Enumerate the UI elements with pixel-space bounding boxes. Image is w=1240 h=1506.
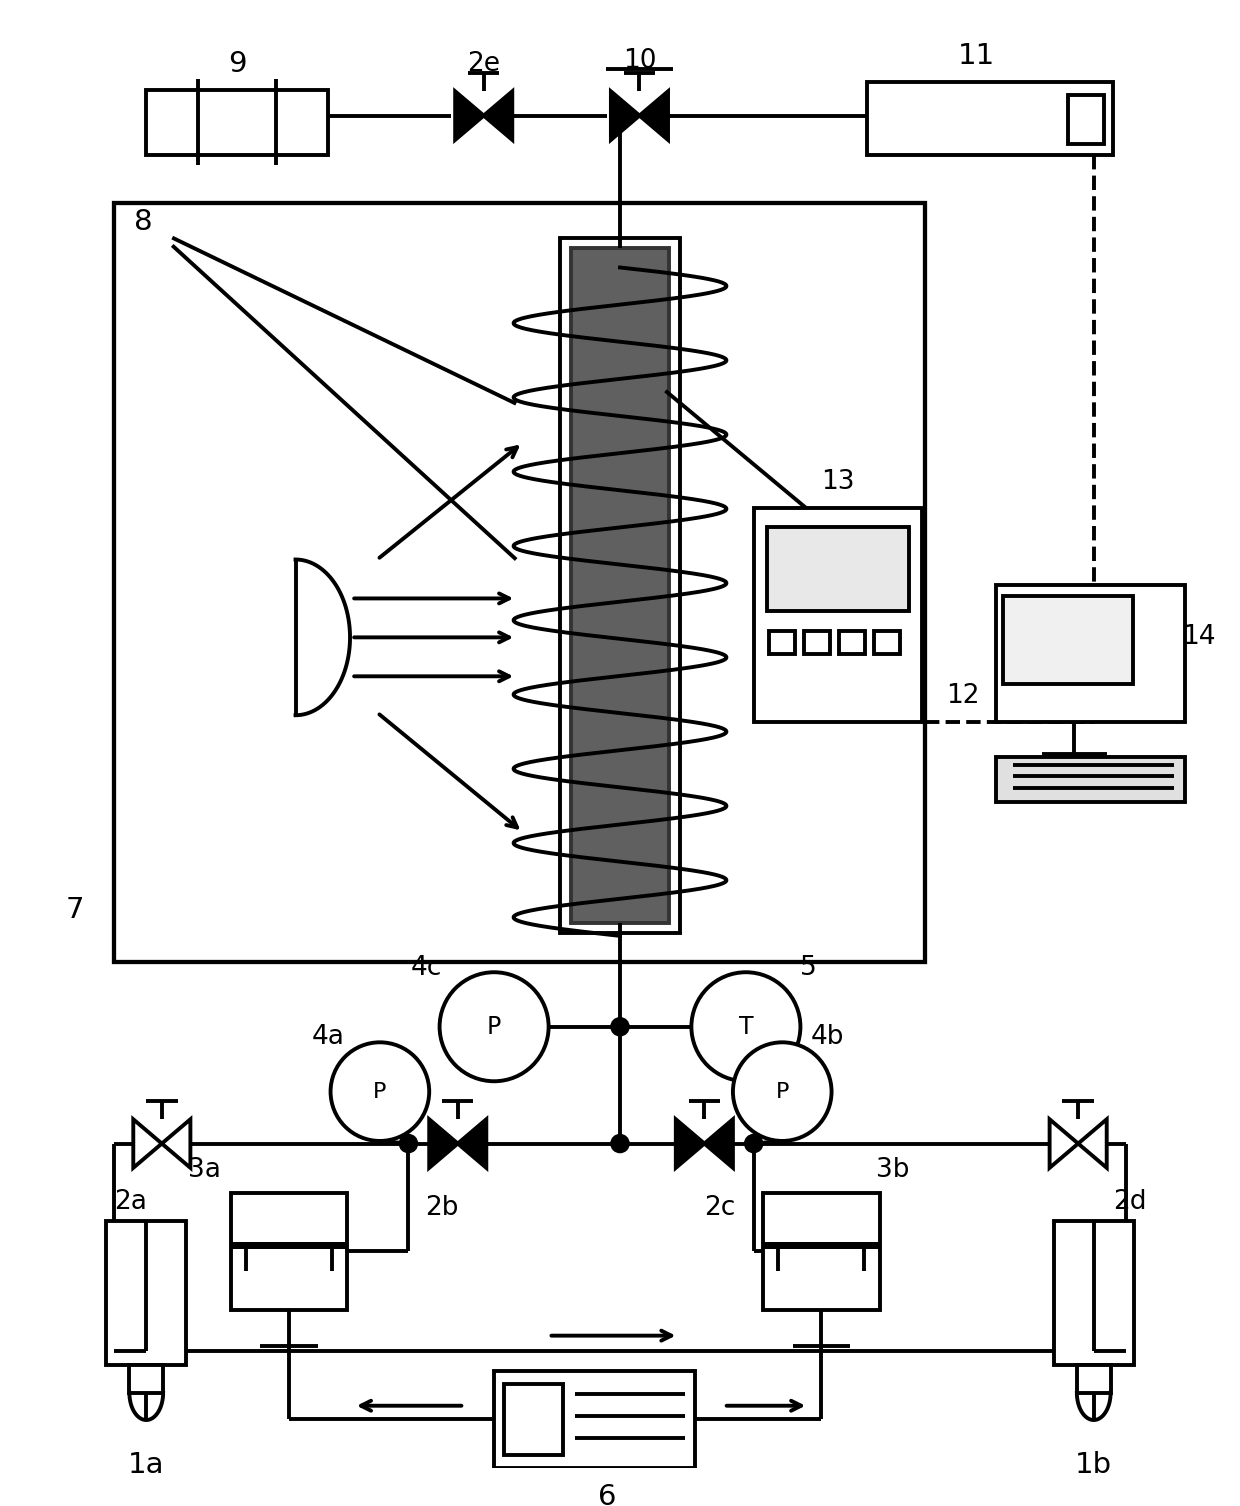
Text: 3a: 3a [188,1157,221,1182]
Text: 9: 9 [228,50,247,78]
Polygon shape [704,1119,733,1167]
Text: 4c: 4c [410,955,443,982]
Text: 14: 14 [1182,625,1215,651]
Bar [867,81,1114,155]
Polygon shape [455,92,484,140]
Circle shape [613,1020,627,1035]
Polygon shape [1049,1119,1078,1167]
Bar [146,90,327,155]
Circle shape [613,1136,627,1152]
Text: 11: 11 [959,42,996,69]
Polygon shape [162,1119,191,1167]
Polygon shape [676,1119,704,1167]
Text: 1a: 1a [128,1452,165,1479]
Bar [839,631,866,654]
Text: 8: 8 [134,208,153,236]
Bar [1076,1366,1111,1393]
Text: 5: 5 [800,955,817,982]
Text: 1b: 1b [1075,1452,1112,1479]
Circle shape [401,1136,417,1152]
Circle shape [331,1042,429,1142]
Bar [107,1221,186,1366]
Polygon shape [1078,1119,1107,1167]
Bar [997,758,1184,803]
Bar [1003,596,1132,684]
Bar [763,1193,879,1310]
Text: 4b: 4b [811,1024,844,1050]
Text: 2b: 2b [425,1196,459,1221]
Polygon shape [458,1119,486,1167]
Text: 2e: 2e [467,51,500,77]
Text: 3b: 3b [875,1157,909,1182]
Bar [129,1366,164,1393]
Polygon shape [429,1119,458,1167]
Circle shape [692,973,800,1081]
Text: 13: 13 [821,468,854,494]
Circle shape [746,1136,761,1152]
Bar [754,508,923,721]
Bar [769,631,795,654]
Bar [997,586,1184,721]
Text: P: P [373,1081,387,1101]
Text: P: P [487,1015,501,1039]
Polygon shape [133,1119,162,1167]
Text: 2c: 2c [704,1196,735,1221]
Polygon shape [484,92,512,140]
Text: P: P [775,1081,789,1101]
Polygon shape [611,92,640,140]
Bar [570,248,670,923]
Bar [805,631,831,654]
Text: 4a: 4a [311,1024,345,1050]
Circle shape [733,1042,832,1142]
Bar [560,238,680,934]
Bar [1068,95,1104,145]
Bar [874,631,900,654]
Bar [114,203,925,962]
Text: 2a: 2a [114,1188,148,1215]
Text: 6: 6 [598,1482,616,1506]
Text: 7: 7 [66,896,84,923]
Text: T: T [739,1015,753,1039]
Text: 12: 12 [946,682,980,709]
Bar [494,1370,696,1468]
Bar [1054,1221,1133,1366]
Text: 10: 10 [622,48,656,74]
Bar [766,527,909,611]
Circle shape [440,973,548,1081]
Bar [231,1193,347,1310]
Text: 2d: 2d [1114,1188,1147,1215]
Bar [505,1384,563,1455]
Polygon shape [640,92,668,140]
